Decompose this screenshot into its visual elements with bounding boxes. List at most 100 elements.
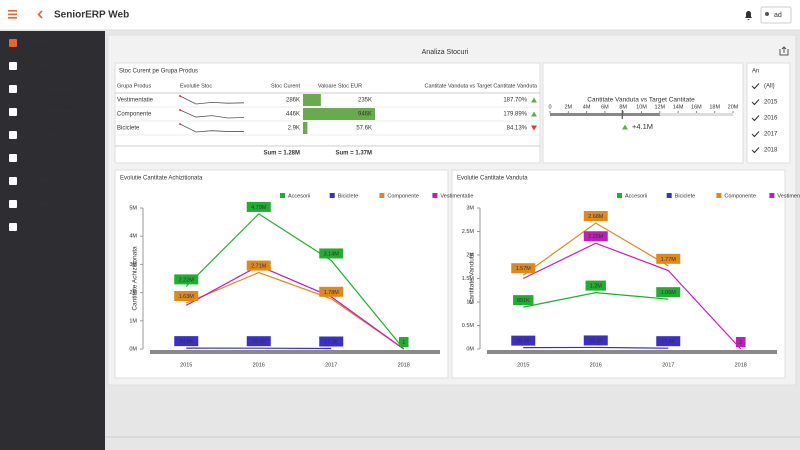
data-label-box — [585, 280, 606, 291]
checkbox[interactable] — [751, 83, 760, 90]
data-label-box — [583, 231, 608, 242]
legend-label: Vestimentatie — [777, 193, 800, 199]
group-name: Biciclete — [117, 126, 140, 132]
gauge-tick-label: 10M — [636, 104, 647, 110]
gauge-title: Cantitate Vanduta vs Target Cantitate — [587, 97, 695, 104]
y-tick-label: 2M — [129, 290, 137, 296]
export-button[interactable] — [779, 46, 789, 56]
data-label-box — [174, 291, 199, 302]
menu-icon — [9, 131, 17, 139]
checkbox[interactable] — [751, 115, 760, 122]
series-line — [185, 213, 405, 350]
legend-label: Accesorii — [625, 193, 647, 199]
data-label: 1.78M — [324, 290, 340, 296]
table-title: Stoc Curent pe Grupa Produs — [119, 69, 198, 75]
user-name: ad — [774, 12, 782, 19]
data-label-box — [246, 201, 271, 212]
data-label: 3.14M — [324, 251, 340, 257]
menu-label: Conturi parteneri — [26, 109, 74, 116]
series-line — [522, 222, 669, 276]
y-tick-label: 2.5M — [462, 229, 475, 235]
delta-label: +4.1M — [632, 122, 653, 131]
user-button[interactable] — [760, 6, 792, 24]
data-label: 1.77M — [661, 257, 677, 263]
checkbox[interactable] — [751, 131, 760, 138]
x-scrollbar — [487, 350, 777, 354]
filter-option[interactable]: 2018 — [764, 148, 778, 154]
menu-icon — [9, 108, 17, 116]
data-label: 2.68M — [588, 214, 604, 220]
data-label-box — [583, 335, 608, 346]
gauge-tick-label: 8M — [619, 104, 627, 110]
gauge-tick-label: 16M — [691, 104, 702, 110]
legend-swatch — [769, 193, 775, 198]
column-header: Grupa Produs — [117, 83, 151, 89]
gauge-value — [550, 113, 660, 116]
sparkline-start — [179, 123, 181, 125]
data-label: 1.06M — [661, 290, 677, 296]
y-tick-label: 5M — [129, 205, 137, 211]
back-button[interactable] — [37, 10, 43, 19]
filter-option[interactable]: 2015 — [764, 100, 778, 106]
data-label: 2.25M — [588, 234, 604, 240]
x-tick-label: 2015 — [180, 362, 192, 368]
data-label: 33.3K — [589, 338, 604, 344]
value-bar — [303, 108, 375, 120]
data-label: 2.71M — [251, 264, 267, 270]
data-label: 2 — [739, 340, 742, 346]
group-name: Vestimentatie — [117, 98, 154, 104]
menu-icon — [9, 85, 17, 93]
menu-bar — [8, 10, 17, 12]
menu-icon — [9, 39, 17, 47]
y-tick-label: 4M — [129, 234, 137, 240]
menu-label: Task-uri — [26, 201, 49, 208]
data-label-box — [513, 295, 534, 306]
x-scrollbar — [150, 350, 440, 354]
menu-icon — [9, 177, 17, 185]
filter-option[interactable]: 2016 — [764, 116, 778, 122]
legend-label: Componente — [387, 193, 419, 199]
user-icon — [765, 12, 769, 16]
stock-value: 446K — [286, 112, 300, 118]
delta-indicator — [622, 124, 628, 130]
data-label: 4.79M — [251, 205, 267, 211]
menu-button[interactable] — [8, 10, 17, 19]
gauge-tick-label: 4M — [583, 104, 591, 110]
top-bar — [0, 0, 800, 30]
data-label-box — [246, 260, 271, 271]
menu-label: Oportunitati — [26, 132, 60, 139]
legend-swatch — [666, 193, 672, 198]
legend-swatch — [617, 193, 622, 198]
data-label-box — [511, 335, 536, 346]
data-label: 2.22M — [179, 277, 195, 283]
y-tick-label: 1.5M — [462, 276, 475, 282]
legend-label: Vestimentatie — [440, 193, 473, 199]
gauge-tick-label: 0 — [548, 104, 551, 110]
data-label: 1.63M — [179, 294, 195, 300]
filter-option[interactable]: (All) — [764, 84, 775, 90]
stock-value: 2.9K — [288, 126, 300, 132]
filter-option[interactable]: 2017 — [764, 132, 778, 138]
legend-swatch — [329, 193, 335, 198]
chart-panel — [451, 169, 786, 379]
y-tick-label: 1M — [129, 318, 137, 324]
data-label-box — [656, 253, 681, 264]
data-label: 17.4K — [661, 339, 676, 345]
legend-label: Componente — [724, 193, 756, 199]
value-label: 946K — [358, 112, 372, 118]
x-tick-label: 2017 — [325, 362, 337, 368]
series-line — [186, 271, 405, 350]
checkbox[interactable] — [751, 99, 760, 106]
menu-label: Comenzi — [26, 63, 52, 70]
menu-label: Contacte — [26, 178, 52, 185]
menu-label: Dashboard — [26, 40, 58, 47]
data-label: 1.2M — [590, 284, 603, 290]
x-tick-label: 2016 — [590, 362, 602, 368]
notification-bell[interactable] — [745, 11, 752, 20]
sum-label: Sum = 1.28M — [263, 151, 300, 157]
value-bar — [303, 94, 321, 106]
x-tick-label: 2016 — [253, 362, 265, 368]
checkbox[interactable] — [751, 147, 760, 154]
data-label: 1.57M — [516, 266, 532, 272]
